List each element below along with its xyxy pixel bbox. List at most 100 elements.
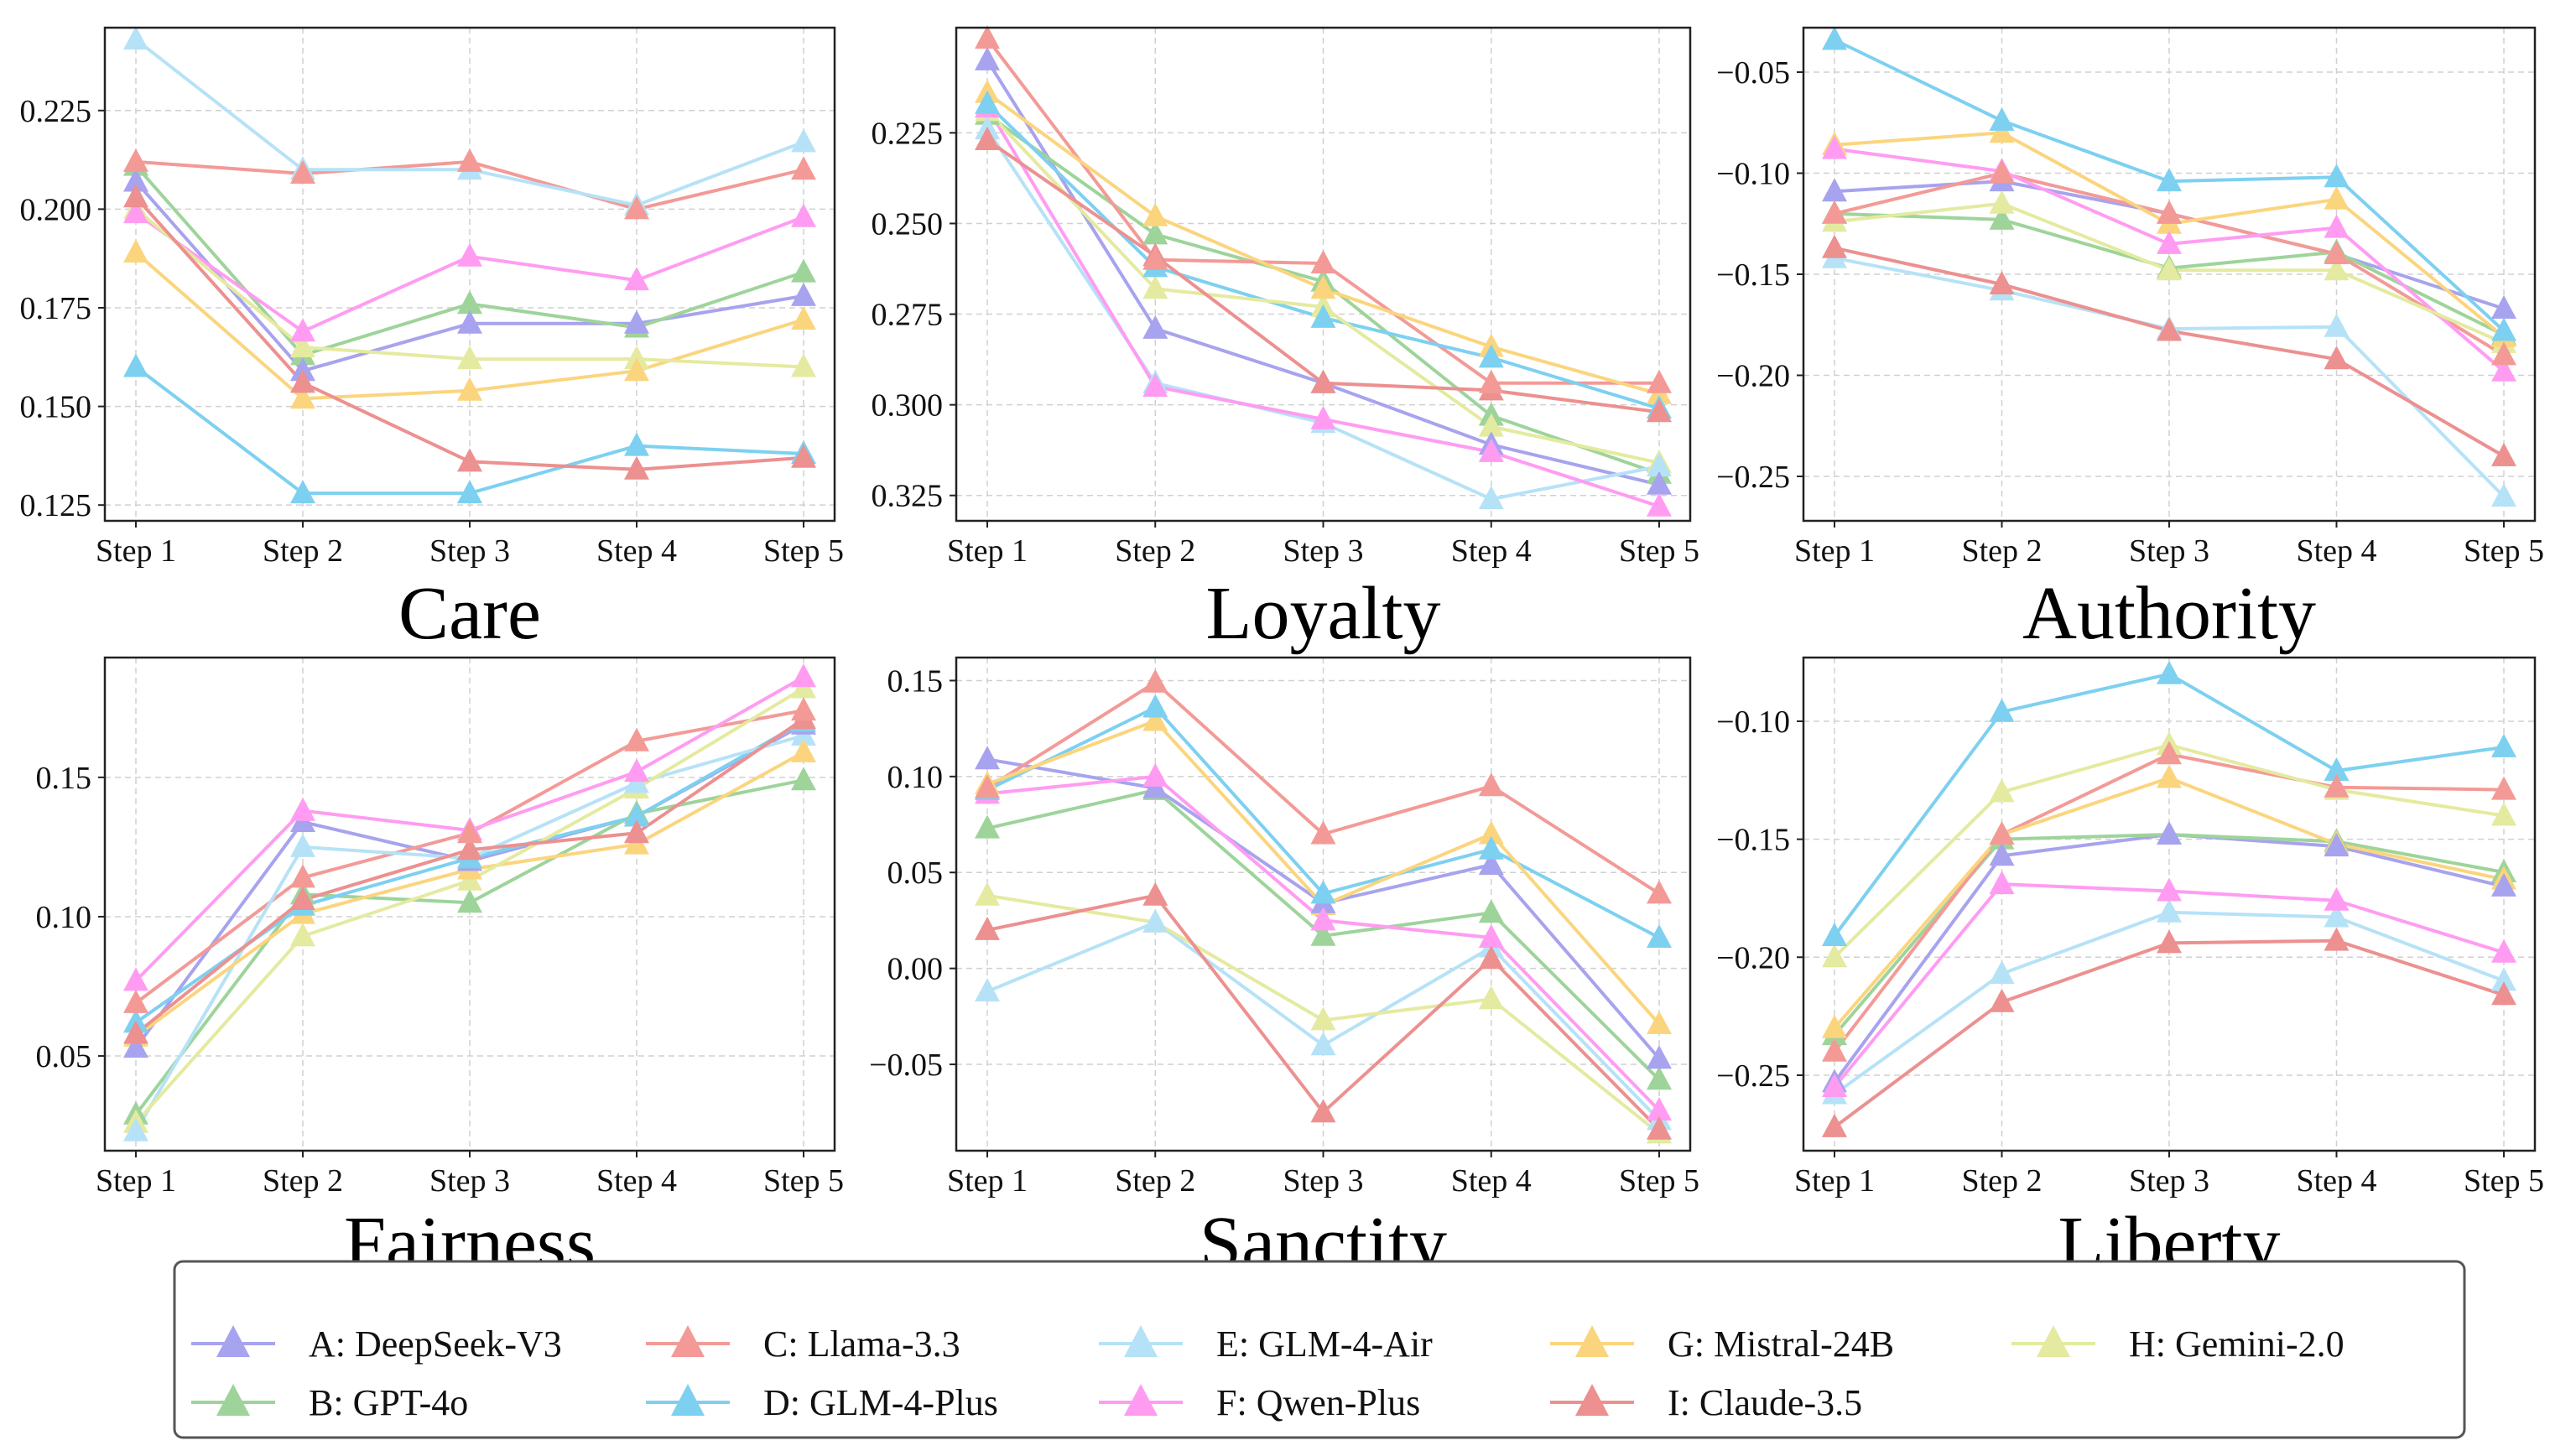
x-tick-label: Step 1 xyxy=(96,1163,176,1199)
data-point-e-glm-4-air xyxy=(123,26,148,50)
data-point-e-glm-4-air xyxy=(975,978,1000,1002)
data-point-d-glm-4-plus xyxy=(123,353,148,377)
data-point-d-glm-4-plus xyxy=(2491,317,2516,341)
y-tick-label: 0.175 xyxy=(20,291,92,326)
data-point-d-glm-4-plus xyxy=(1822,923,1847,946)
data-point-g-mistral-24b xyxy=(1310,275,1336,299)
data-point-b-gpt-4o xyxy=(1989,205,2015,230)
x-tick-label: Step 3 xyxy=(1283,533,1363,569)
data-point-a-deepseek-v3 xyxy=(1647,471,1672,495)
data-point-h-gemini-2-0 xyxy=(2324,257,2350,281)
data-point-f-qwen-plus xyxy=(1822,1074,1847,1097)
data-point-c-llama-3-3 xyxy=(975,25,1000,49)
data-point-c-llama-3-3 xyxy=(975,774,1000,798)
data-point-f-qwen-plus xyxy=(791,663,816,688)
data-point-a-deepseek-v3 xyxy=(457,309,482,334)
data-point-i-claude-3-5 xyxy=(1310,1099,1336,1123)
panel-title-care: Care xyxy=(398,572,541,655)
y-tick-label: 0.05 xyxy=(36,1039,92,1074)
data-point-i-claude-3-5 xyxy=(624,819,649,844)
x-tick-label: Step 1 xyxy=(96,533,176,569)
data-point-c-llama-3-3 xyxy=(1647,880,1672,904)
x-tick-label: Step 2 xyxy=(1961,533,2042,569)
data-point-c-llama-3-3 xyxy=(2324,773,2350,798)
data-point-i-claude-3-5 xyxy=(290,887,315,910)
data-point-d-glm-4-plus xyxy=(2324,164,2350,188)
data-point-g-mistral-24b xyxy=(2157,764,2182,788)
data-point-d-glm-4-plus xyxy=(2157,660,2182,684)
data-point-h-gemini-2-0 xyxy=(1310,1006,1336,1031)
data-point-d-glm-4-plus xyxy=(1478,835,1504,860)
data-point-i-claude-3-5 xyxy=(791,444,816,468)
legend-label: I: Claude-3.5 xyxy=(1668,1382,1862,1423)
legend-item-i-claude-3-5: I: Claude-3.5 xyxy=(1550,1382,1862,1423)
x-tick-label: Step 3 xyxy=(1283,1163,1363,1199)
data-point-i-claude-3-5 xyxy=(1989,271,2015,294)
data-point-d-glm-4-plus xyxy=(1310,304,1336,328)
data-point-a-deepseek-v3 xyxy=(290,357,315,382)
data-point-h-gemini-2-0 xyxy=(791,353,816,377)
legend-item-h-gemini-2-0: H: Gemini-2.0 xyxy=(2011,1323,2344,1365)
y-tick-label: 0.325 xyxy=(872,479,944,514)
data-point-g-mistral-24b xyxy=(1478,820,1504,845)
data-point-c-llama-3-3 xyxy=(1647,369,1672,393)
data-point-c-llama-3-3 xyxy=(1478,772,1504,797)
data-point-i-claude-3-5 xyxy=(123,184,148,208)
legend-item-g-mistral-24b: G: Mistral-24B xyxy=(1550,1323,1894,1365)
data-point-g-mistral-24b xyxy=(457,377,482,401)
data-point-h-gemini-2-0 xyxy=(290,923,315,947)
legend-marker-triangle-icon xyxy=(216,1384,250,1416)
data-point-c-llama-3-3 xyxy=(1310,820,1336,845)
y-tick-label: −0.15 xyxy=(1716,823,1790,858)
data-point-f-qwen-plus xyxy=(457,242,482,267)
x-tick-label: Step 3 xyxy=(429,1163,510,1199)
data-point-b-gpt-4o xyxy=(457,290,482,315)
data-point-f-qwen-plus xyxy=(2157,230,2182,254)
data-point-f-qwen-plus xyxy=(123,200,148,224)
data-point-g-mistral-24b xyxy=(290,385,315,409)
data-point-d-glm-4-plus xyxy=(975,90,1000,114)
data-point-d-glm-4-plus xyxy=(2491,733,2516,757)
x-tick-label: Step 4 xyxy=(1451,533,1532,569)
data-point-i-claude-3-5 xyxy=(2491,981,2516,1006)
data-point-a-deepseek-v3 xyxy=(1989,842,2015,866)
data-point-a-deepseek-v3 xyxy=(791,282,816,306)
x-tick-label: Step 5 xyxy=(2464,1163,2544,1199)
x-tick-label: Step 5 xyxy=(763,1163,844,1199)
data-point-i-claude-3-5 xyxy=(1142,881,1168,906)
data-point-i-claude-3-5 xyxy=(2491,442,2516,466)
data-point-b-gpt-4o xyxy=(457,889,482,913)
data-point-a-deepseek-v3 xyxy=(2324,833,2350,857)
data-point-e-glm-4-air xyxy=(791,128,816,153)
data-point-f-qwen-plus xyxy=(2324,214,2350,238)
legend-label: G: Mistral-24B xyxy=(1668,1323,1894,1365)
data-point-a-deepseek-v3 xyxy=(1822,178,1847,202)
legend-marker-triangle-icon xyxy=(1575,1325,1609,1357)
data-point-d-glm-4-plus xyxy=(457,480,482,504)
data-point-b-gpt-4o xyxy=(1310,922,1336,946)
data-point-e-glm-4-air xyxy=(2491,967,2516,991)
y-tick-label: −0.20 xyxy=(1716,358,1790,393)
data-point-c-llama-3-3 xyxy=(624,727,649,751)
y-tick-label: 0.225 xyxy=(20,94,92,129)
data-point-e-glm-4-air xyxy=(2324,313,2350,337)
chart-panel-care: 0.125 0.150 0.175 0.200 0.225 Step 1 Step 2 Ste… xyxy=(20,26,844,655)
data-point-d-glm-4-plus xyxy=(624,803,649,827)
legend-item-c-llama-3-3: C: Llama-3.3 xyxy=(646,1323,960,1365)
legend-label: E: GLM-4-Air xyxy=(1216,1323,1433,1365)
x-tick-label: Step 1 xyxy=(1794,533,1875,569)
data-point-f-qwen-plus xyxy=(2491,357,2516,382)
legend-marker-triangle-icon xyxy=(1124,1384,1158,1416)
legend-marker-triangle-icon xyxy=(671,1384,705,1416)
legend-marker-triangle-icon xyxy=(1575,1384,1609,1416)
y-tick-label: 0.15 xyxy=(36,761,92,796)
data-point-f-qwen-plus xyxy=(791,203,816,227)
y-tick-label: 0.250 xyxy=(872,206,944,242)
chart-panel-fairness: 0.05 0.10 0.15 Step 1 Step 2 Step 3 Step 4 Step… xyxy=(36,656,844,1285)
data-point-c-llama-3-3 xyxy=(2324,240,2350,264)
data-point-f-qwen-plus xyxy=(624,267,649,291)
data-point-f-qwen-plus xyxy=(2157,877,2182,902)
data-point-d-glm-4-plus xyxy=(2157,168,2182,192)
data-point-d-glm-4-plus xyxy=(1478,344,1504,368)
